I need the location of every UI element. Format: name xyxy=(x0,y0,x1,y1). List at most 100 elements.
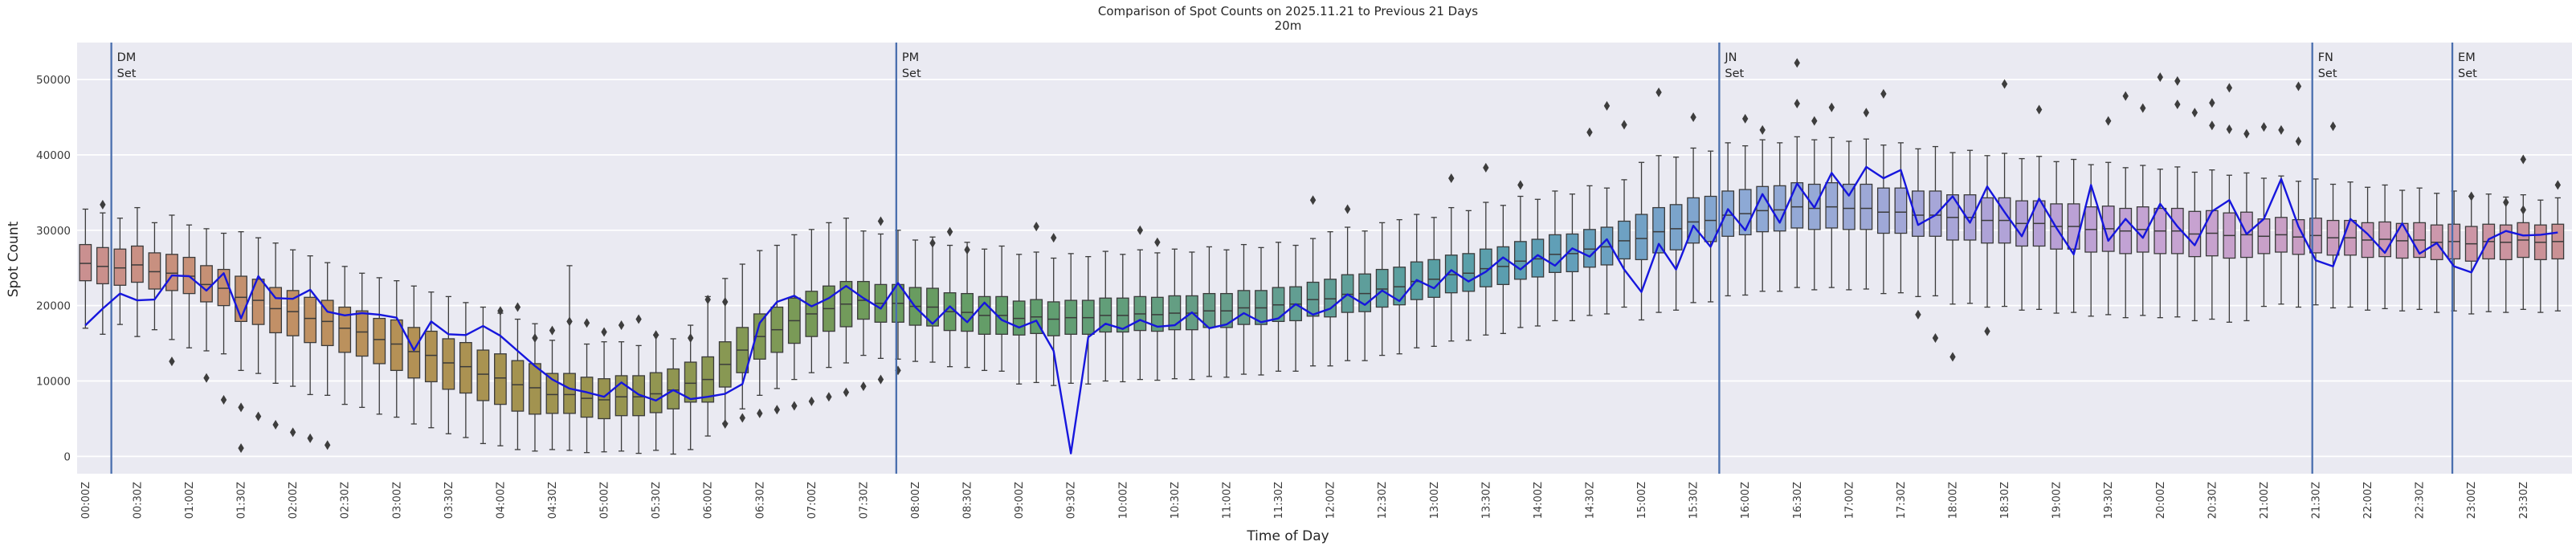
x-tick-label: 09:30Z xyxy=(1066,482,1078,519)
box xyxy=(355,310,369,357)
box xyxy=(1704,195,1717,242)
outlier-diamond xyxy=(2001,79,2008,89)
x-tick-label: 12:30Z xyxy=(1377,482,1389,519)
x-tick-label: 18:30Z xyxy=(1999,482,2011,519)
box xyxy=(1375,268,1389,308)
y-tick-label: 0 xyxy=(63,450,71,463)
x-tick-label: 04:30Z xyxy=(547,482,559,519)
x-axis-label: Time of Day xyxy=(1247,528,1329,544)
outlier-diamond xyxy=(2209,120,2215,131)
event-label-JN: JN Set xyxy=(1724,51,1744,80)
outlier-diamond xyxy=(1137,225,1144,235)
outlier-diamond xyxy=(946,226,953,237)
outlier-diamond xyxy=(704,295,711,305)
box xyxy=(1929,190,1942,237)
box xyxy=(1618,220,1631,260)
x-tick-label: 14:00Z xyxy=(1533,482,1545,519)
outlier-diamond xyxy=(1949,352,1956,362)
box xyxy=(494,353,507,405)
outlier-diamond xyxy=(566,316,573,327)
box xyxy=(390,319,403,372)
outlier-diamond xyxy=(635,314,642,324)
outlier-diamond xyxy=(1759,124,1766,135)
x-tick-label: 22:00Z xyxy=(2362,482,2374,519)
outlier-diamond xyxy=(757,408,763,418)
outlier-diamond xyxy=(1741,113,1749,124)
x-tick-label: 16:00Z xyxy=(1740,482,1752,519)
outlier-diamond xyxy=(2243,128,2250,139)
outlier-diamond xyxy=(618,320,625,331)
outlier-diamond xyxy=(238,443,244,454)
box xyxy=(511,360,525,412)
box xyxy=(1860,183,1873,230)
outlier-diamond xyxy=(1344,204,1351,214)
outlier-diamond xyxy=(1794,58,1800,68)
outlier-diamond xyxy=(1483,162,1489,173)
outlier-diamond xyxy=(722,296,729,307)
x-tick-label: 17:00Z xyxy=(1843,482,1855,519)
outlier-diamond xyxy=(2209,98,2215,108)
x-tick-label: 07:00Z xyxy=(806,482,819,519)
outlier-diamond xyxy=(1863,108,1870,118)
outlier-diamond xyxy=(2278,124,2284,135)
x-tick-label: 16:30Z xyxy=(1792,482,1804,519)
box xyxy=(667,368,680,409)
outlier-diamond xyxy=(514,302,521,312)
box xyxy=(113,248,127,286)
outlier-diamond xyxy=(722,419,729,430)
box xyxy=(1358,273,1372,312)
box xyxy=(598,378,610,420)
y-tick-label: 20000 xyxy=(36,300,71,313)
x-tick-label: 15:00Z xyxy=(1636,482,1648,519)
outlier-diamond xyxy=(2122,91,2129,101)
outlier-diamond xyxy=(1915,309,1921,320)
outlier-diamond xyxy=(1309,195,1317,206)
x-tick-label: 06:30Z xyxy=(754,482,766,519)
x-tick-label: 17:30Z xyxy=(1896,482,1908,519)
x-tick-label: 20:00Z xyxy=(2155,482,2167,519)
outlier-diamond xyxy=(1033,222,1039,232)
x-tick-label: 21:00Z xyxy=(2259,482,2271,519)
outlier-diamond xyxy=(929,238,936,248)
box xyxy=(165,254,178,291)
outlier-diamond xyxy=(877,216,884,226)
outlier-diamond xyxy=(532,333,538,344)
x-tick-label: 13:00Z xyxy=(1429,482,1441,519)
box xyxy=(373,317,386,365)
box xyxy=(79,243,92,282)
outlier-diamond xyxy=(1154,237,1161,247)
box xyxy=(1324,279,1337,318)
x-tick-label: 11:30Z xyxy=(1273,482,1285,519)
outlier-diamond xyxy=(774,405,781,415)
outlier-diamond xyxy=(497,306,504,316)
box xyxy=(1427,259,1441,298)
box xyxy=(442,338,455,390)
outlier-diamond xyxy=(289,427,296,438)
x-tick-label: 01:30Z xyxy=(236,482,248,519)
x-tick-label: 23:30Z xyxy=(2518,482,2530,519)
box xyxy=(286,290,300,336)
box xyxy=(580,377,594,418)
x-tick-label: 14:30Z xyxy=(1584,482,1596,519)
outlier-diamond xyxy=(2226,83,2233,93)
outlier-diamond xyxy=(220,394,227,405)
x-tick-label: 04:00Z xyxy=(495,482,507,519)
x-tick-label: 07:30Z xyxy=(858,482,870,519)
outlier-diamond xyxy=(964,245,970,255)
outlier-diamond xyxy=(2520,154,2527,165)
x-tick-label: 03:30Z xyxy=(443,482,455,519)
x-tick-label: 19:30Z xyxy=(2103,482,2115,519)
outlier-diamond xyxy=(1690,112,1696,122)
box xyxy=(563,373,576,414)
box xyxy=(1825,181,1839,229)
outlier-diamond xyxy=(2468,191,2475,202)
outlier-diamond xyxy=(307,433,313,443)
outlier-diamond xyxy=(2174,99,2181,109)
outlier-diamond xyxy=(652,330,659,340)
outlier-diamond xyxy=(1828,102,1835,112)
x-tick-label: 20:30Z xyxy=(2207,482,2219,519)
box xyxy=(649,372,663,413)
outlier-diamond xyxy=(1621,120,1627,130)
x-tick-label: 13:30Z xyxy=(1480,482,1492,519)
y-tick-label: 10000 xyxy=(36,376,71,389)
